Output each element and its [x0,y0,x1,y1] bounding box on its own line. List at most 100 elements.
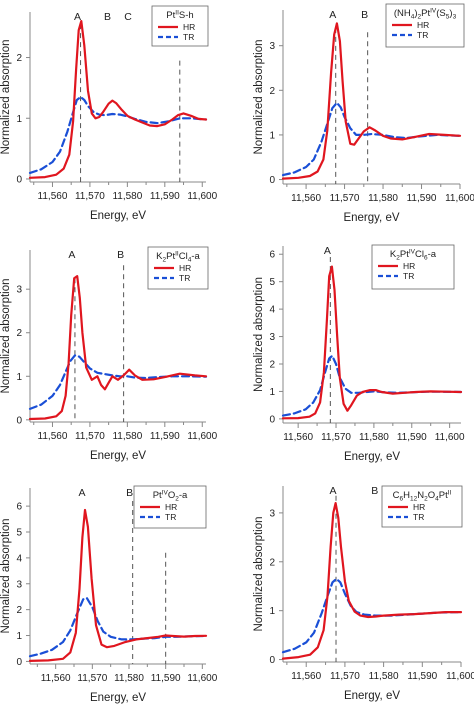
chart-panel-2: 11,560 11,570 11,580 11,590 11,600 0 1 2 3 Energy… [253,3,474,224]
legend-title-part: 3 [453,14,457,21]
x-tick-label: 11,590 [407,671,437,682]
chart-panel-6: 11,560 11,570 11,580 11,590 11,6000123Energy… [253,485,474,702]
legend-label-hr: HR [179,263,191,273]
x-tick-label: 11,570 [75,431,105,442]
peak-label-b: B [361,9,368,21]
y-tick-label: 6 [16,502,22,513]
x-tick-label: 11,560 [41,673,71,684]
legend-title-part: 2 [175,496,179,503]
x-tick-label: 11,580 [112,191,142,202]
x-tick-label: 11,570 [75,191,105,202]
peak-label-c: C [124,11,132,23]
x-tick-label: 11,590 [150,431,180,442]
x-tick-label: 11,560 [38,431,68,442]
legend-label-hr: HR [417,20,429,30]
legend-label-tr: TR [179,273,190,283]
y-tick-label: 5 [16,528,22,539]
series-line-hr [281,502,463,660]
legend-title-part: Pt [153,490,162,501]
legend-title: PtIVO2-a [153,490,188,503]
series-line-tr [28,354,208,410]
peak-label-a: A [78,487,85,499]
legend-label-hr: HR [403,261,415,271]
chart-panel-5: 11,560 11,570 11,580 11,590 11,600 0 1 2 3 4 5 6 Ene… [0,485,218,704]
legend-title-part: Pt [421,8,430,19]
legend-title-part: -a [179,490,188,501]
x-tick-label: 11,580 [114,673,144,684]
legend-title-part: II [448,490,452,497]
legend-title-part: IV [409,249,416,256]
series-line-hr [28,275,208,421]
legend-title-part: S-h [179,10,194,21]
y-tick-label: 2 [16,328,22,339]
legend-title-part: ) [449,8,452,19]
series-line-hr [28,508,208,662]
peak-label-a: A [330,485,337,497]
y-tick-label: 0 [269,175,275,186]
x-tick-label: 11,570 [77,673,107,684]
legend-title-part: -a [428,249,437,260]
legend-title-part: O [428,490,435,501]
x-axis-title: Energy, eV [90,692,146,704]
x-tick-label: 11,580 [368,193,398,204]
peak-label-a: A [324,245,331,257]
x-tick-label: 11,560 [38,191,68,202]
legend-title-part: II [175,251,179,258]
y-tick-label: 2 [16,53,22,64]
legend-title-part: 4 [188,257,192,264]
x-tick-label: 11,560 [291,671,321,682]
x-tick-label: 11,600 [446,671,474,682]
chart-panel-4: 11,560 11,570 11,580 11,590 11,600 0 1 2 3 4 5 6 Ene… [253,244,465,463]
legend-label-hr: HR [183,22,195,32]
legend-title-part: (S [436,8,446,19]
legend-title-part: Pt [166,10,175,21]
y-tick-label: 1 [16,114,22,125]
y-tick-label: 3 [16,579,22,590]
x-tick-label: 11,570 [330,193,360,204]
x-axis-title: Energy, eV [90,210,146,222]
peak-label-b: B [104,11,111,23]
y-tick-label: 0 [16,415,22,426]
x-tick-label: 11,600 [187,431,217,442]
y-tick-label: 1 [269,387,275,398]
x-tick-label: 11,580 [112,431,142,442]
y-tick-label: 2 [269,557,275,568]
y-tick-label: 1 [269,130,275,141]
legend-title-part: (NH [394,8,411,19]
legend-title-part: 12 [410,496,418,503]
legend-title: PtIIS-h [166,10,193,22]
legend-title-part: 4 [435,496,439,503]
y-tick-label: 2 [16,605,22,616]
y-tick-label: 3 [269,332,275,343]
legend-title-part: Pt [400,249,409,260]
legend-label-hr: HR [413,502,425,512]
x-tick-label: 11,570 [330,671,360,682]
y-tick-label: 0 [16,174,22,185]
legend-title-part: Pt [166,251,175,262]
legend-title-part: 2 [163,257,167,264]
y-tick-label: 0 [269,414,275,425]
legend-title-part: 2 [396,255,400,262]
y-tick-label: 0 [269,655,275,666]
x-tick-label: 11,560 [283,432,313,443]
peak-label-b: B [117,249,124,261]
y-axis-title: Normalized absorption [253,39,265,154]
y-tick-label: 3 [16,285,22,296]
chart-panel-1: 11,560 11,570 11,580 11,590 11,600 0 1 2 Energy,… [0,5,218,222]
peak-label-b: B [126,487,133,499]
legend-title-part: 2 [418,14,422,21]
y-tick-label: 3 [269,508,275,519]
x-tick-label: 11,600 [445,193,474,204]
y-axis-title: Normalized absorption [0,518,12,633]
legend-title: (NH4)2PtIV(S5)3 [394,8,457,21]
y-tick-label: 4 [16,553,22,564]
legend-title: C6H12N2O4PtII [393,490,452,503]
series-line-hr [28,20,208,179]
legend-title-part: 4 [411,14,415,21]
legend-title-part: IV [430,8,437,15]
x-tick-label: 11,590 [407,193,437,204]
